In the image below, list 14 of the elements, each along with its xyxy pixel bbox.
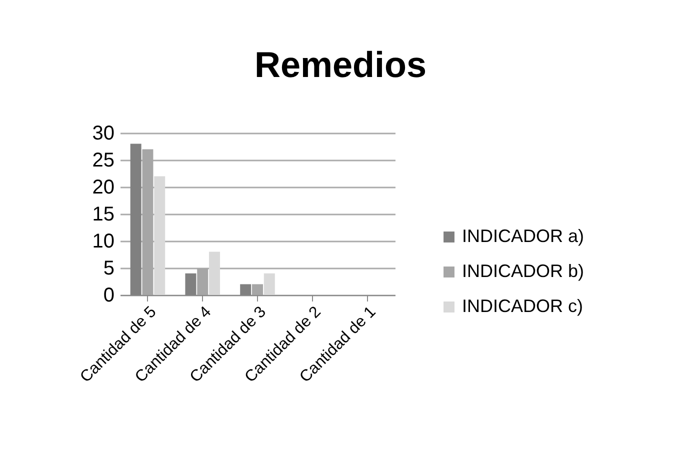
y-tick-label: 0 (103, 284, 114, 306)
bar (264, 273, 275, 295)
y-tick-label: 10 (92, 230, 114, 252)
chart-title: Remedios (254, 44, 427, 85)
y-tick-label: 30 (92, 122, 114, 144)
legend-label: INDICADOR a) (462, 226, 584, 246)
y-tick-label: 20 (92, 176, 114, 198)
bar (209, 252, 220, 295)
y-tick-label: 25 (92, 150, 114, 172)
y-tick-label: 5 (103, 258, 114, 280)
legend-label: INDICADOR b) (462, 261, 584, 281)
y-tick-label: 15 (92, 204, 114, 226)
bar (154, 176, 166, 295)
legend-label: INDICADOR c) (462, 296, 583, 316)
